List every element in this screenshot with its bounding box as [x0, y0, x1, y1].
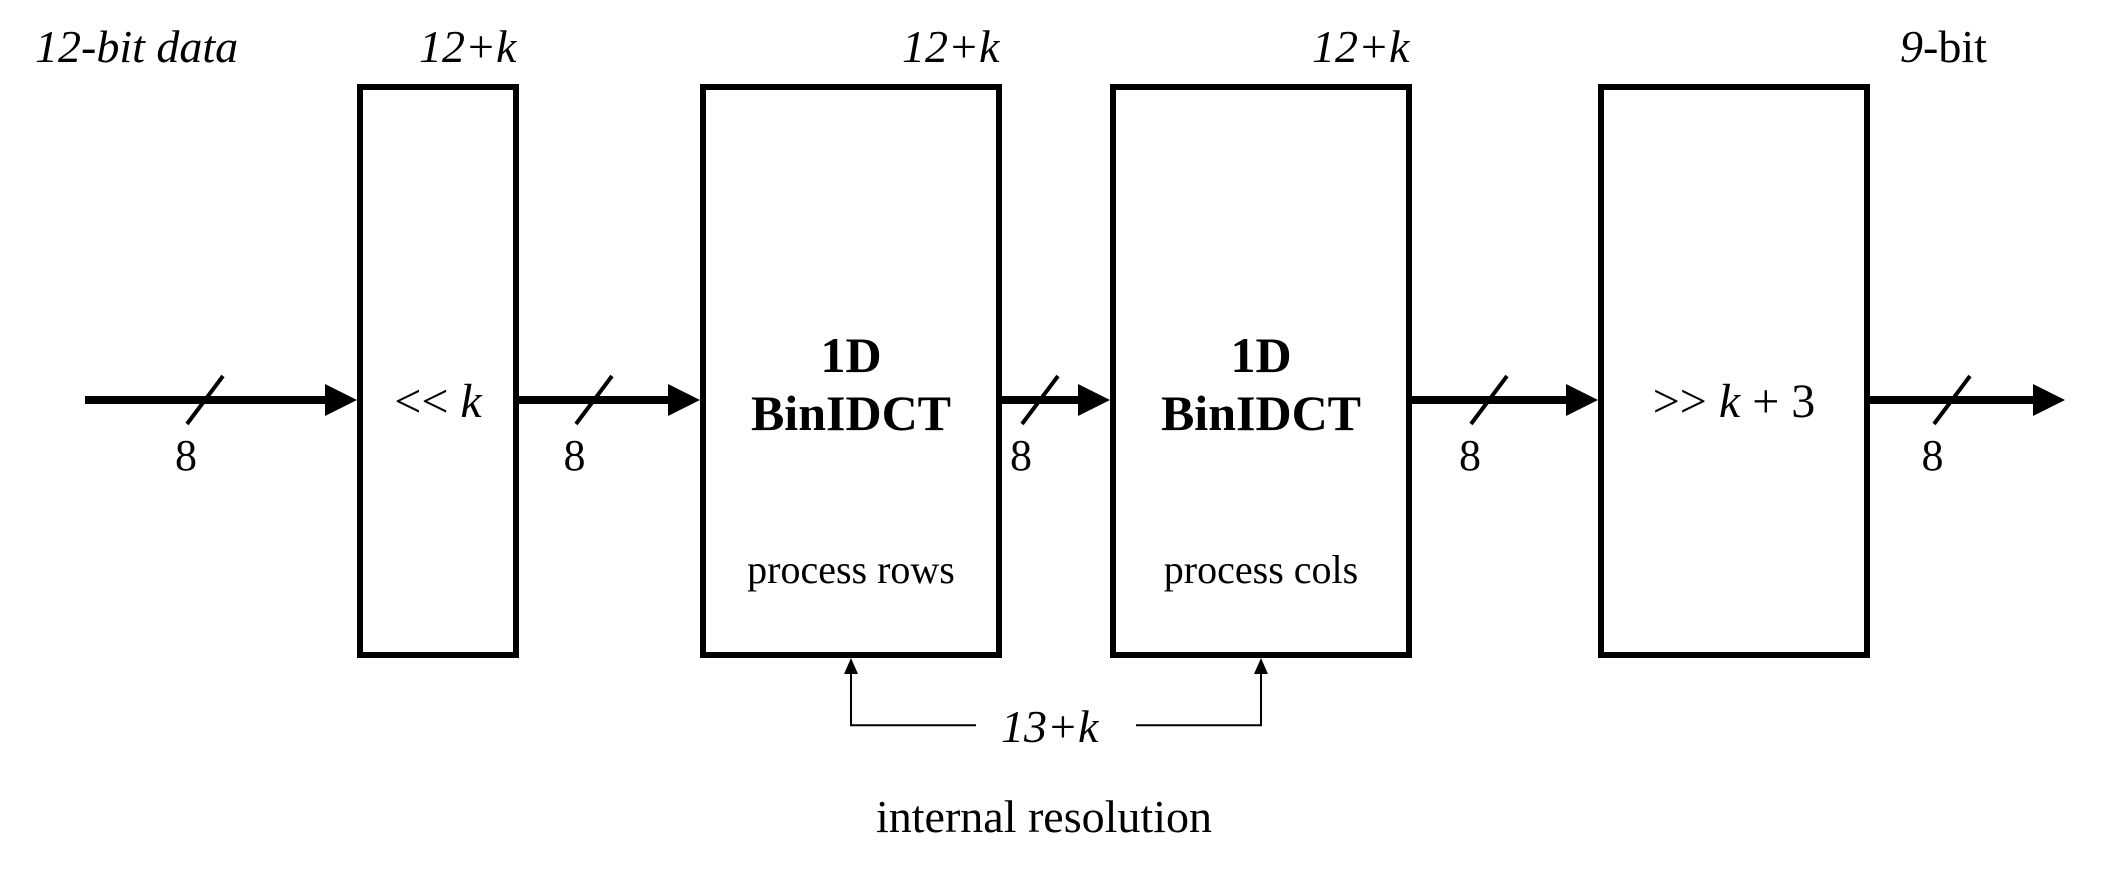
output-bitwidth-label: 9-bit — [1900, 20, 1987, 73]
output-arrow-bus-width: 8 — [1922, 430, 1944, 481]
arrow-3-bus-width: 8 — [1010, 430, 1032, 481]
input-arrow-bus-width: 8 — [175, 430, 197, 481]
input-bitwidth-label: 12-bit data — [35, 20, 238, 73]
idct-rows-subtitle: process rows — [706, 546, 996, 593]
arrow-4-bus-width: 8 — [1459, 430, 1481, 481]
arrow-2-head — [668, 384, 700, 416]
shift-left-top-label: 12+k — [419, 20, 516, 73]
output-arrow-head — [2033, 384, 2065, 416]
arrow-2-bus-width: 8 — [564, 430, 586, 481]
arrow-4-bus-slash — [1459, 370, 1519, 430]
arrow-3-bus-slash — [1010, 370, 1070, 430]
shift-left-block: << k — [357, 84, 519, 658]
shift-left-label: << k — [363, 374, 513, 429]
arrow-3-head — [1078, 384, 1110, 416]
shift-right-label: >> k + 3 — [1604, 374, 1864, 429]
input-bitwidth-text: 12-bit data — [35, 21, 238, 72]
idct-cols-top-label: 12+k — [1312, 20, 1409, 73]
output-arrow-bus-slash — [1922, 370, 1982, 430]
idct-rows-title: 1DBinIDCT — [706, 326, 996, 442]
internal-resolution-caption: internal resolution — [876, 790, 1212, 843]
idct-cols-block: 1DBinIDCT process cols — [1110, 84, 1412, 658]
idct-rows-top-label: 12+k — [902, 20, 999, 73]
shift-right-block: >> k + 3 — [1598, 84, 1870, 658]
input-arrow-bus-slash — [175, 370, 235, 430]
idct-rows-block: 1DBinIDCT process rows — [700, 84, 1002, 658]
arrow-4-head — [1566, 384, 1598, 416]
diagram-canvas: 12-bit data 12+k 12+k 12+k 9-bit << k 1D… — [0, 0, 2105, 886]
input-arrow-head — [325, 384, 357, 416]
idct-cols-subtitle: process cols — [1116, 546, 1406, 593]
idct-cols-title: 1DBinIDCT — [1116, 326, 1406, 442]
arrow-2-bus-slash — [564, 370, 624, 430]
internal-resolution-arrows — [821, 658, 1291, 755]
